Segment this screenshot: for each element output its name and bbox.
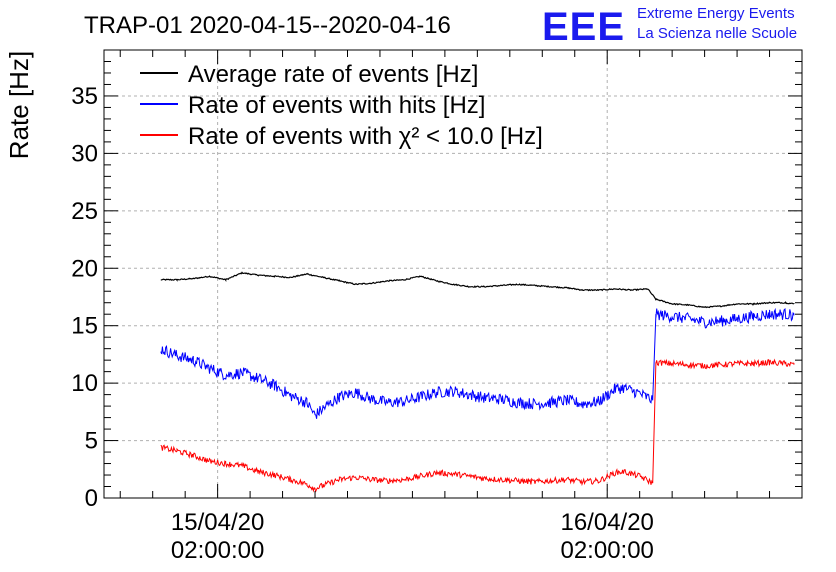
plot-frame: [103, 49, 803, 499]
y-tick-label: 30: [71, 140, 98, 167]
eee-logo: EEE Extreme Energy Events La Scienza nel…: [542, 5, 797, 49]
legend-label-2: Rate of events with χ² < 10.0 [Hz]: [188, 123, 543, 150]
y-tick-labels: 0 5 10 15 20 25 30 35: [71, 83, 98, 512]
x-tick-label-time: 02:00:00: [560, 537, 653, 564]
chart-title: TRAP-01 2020-04-15--2020-04-16: [84, 12, 451, 39]
x-tick-label-time: 02:00:00: [171, 537, 264, 564]
y-tick-label: 15: [71, 313, 98, 340]
series-line-0: [160, 271, 795, 309]
y-tick-label: 10: [71, 370, 98, 397]
eee-logo-line2: La Scienza nelle Scuole: [637, 25, 797, 42]
x-tick-label-date: 16/04/20: [560, 509, 653, 536]
y-tick-label: 25: [71, 198, 98, 225]
series-line-1: [160, 307, 795, 419]
y-axis-label: Rate [Hz]: [4, 51, 34, 159]
legend: Average rate of events [Hz] Rate of event…: [140, 61, 543, 150]
y-tick-label: 0: [85, 485, 98, 512]
y-tick-label: 20: [71, 255, 98, 282]
series-line-2: [160, 358, 795, 493]
series-layer: [160, 271, 795, 493]
y-tick-label: 35: [71, 83, 98, 110]
x-tick-label-date: 15/04/20: [171, 509, 264, 536]
legend-label-0: Average rate of events [Hz]: [188, 61, 478, 88]
eee-logo-text: EEE: [542, 5, 625, 49]
axis-ticks: [104, 49, 803, 499]
grid: [104, 50, 802, 498]
legend-label-1: Rate of events with hits [Hz]: [188, 92, 485, 119]
y-tick-label: 5: [85, 428, 98, 455]
eee-logo-line1: Extreme Energy Events: [637, 5, 795, 22]
